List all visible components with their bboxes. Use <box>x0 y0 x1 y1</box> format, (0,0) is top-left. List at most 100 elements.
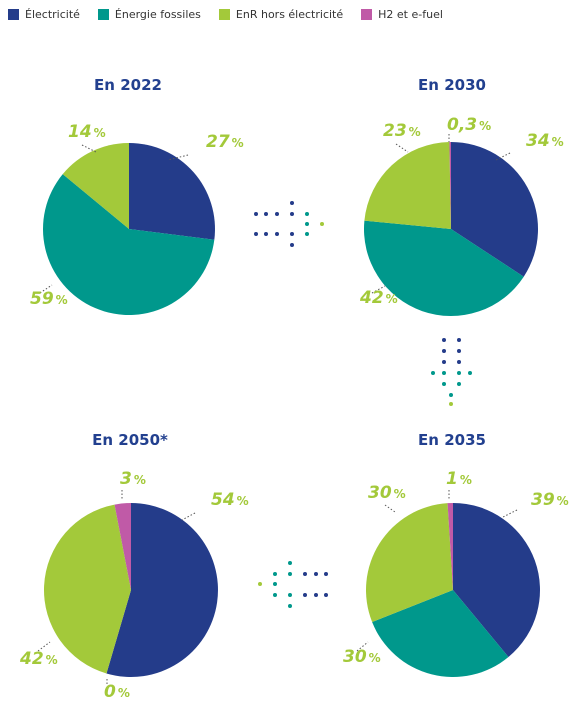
data-label: 39% <box>531 490 569 510</box>
data-label: 14% <box>68 122 106 142</box>
pie-slice-2 <box>42 174 215 316</box>
data-label: 34% <box>526 131 564 151</box>
arrow-dot <box>431 371 435 375</box>
legend-item-h2: H2 et e-fuel <box>361 8 443 21</box>
arrow-dot <box>290 201 294 205</box>
data-label: 42% <box>19 649 58 669</box>
pie-slice-2 <box>363 220 524 317</box>
chart-title-2022: En 2022 <box>94 76 162 94</box>
arrow-dot <box>290 232 294 236</box>
pie-slice-1 <box>106 503 218 678</box>
data-label: 3% <box>120 469 146 489</box>
arrow-dot <box>258 582 262 586</box>
arrow-dot <box>305 232 309 236</box>
legend-label: H2 et e-fuel <box>378 7 443 21</box>
data-label: 23% <box>383 121 421 141</box>
arrow-dot <box>324 593 328 597</box>
arrow-dot <box>449 393 453 397</box>
arrow-down-icon <box>431 338 472 406</box>
arrow-dot <box>303 572 307 576</box>
arrow-dot <box>324 572 328 576</box>
data-label: 59% <box>30 289 68 309</box>
leader-line <box>384 504 396 513</box>
arrow-dot <box>457 349 461 353</box>
pie-slice-3 <box>43 504 132 674</box>
leader-line <box>181 512 196 521</box>
arrow-dot <box>275 232 279 236</box>
arrow-dot <box>314 572 318 576</box>
data-label: 42% <box>359 288 398 308</box>
legend-item-electricite: Électricité <box>8 8 80 21</box>
arrow-dot <box>254 212 258 216</box>
arrow-dot <box>264 232 268 236</box>
arrow-dot <box>442 349 446 353</box>
leader-line <box>39 284 53 294</box>
arrow-dot <box>275 212 279 216</box>
leader-line <box>495 152 511 161</box>
arrow-dot <box>442 382 446 386</box>
arrow-left-icon <box>258 561 328 608</box>
arrow-dot <box>442 338 446 342</box>
pie-slice-1 <box>129 143 215 240</box>
pie-slice-4 <box>449 142 451 229</box>
arrow-right-icon <box>254 201 324 247</box>
pie-slice-3 <box>365 503 453 623</box>
leader-line <box>81 144 97 153</box>
arrow-dot <box>314 593 318 597</box>
data-label: 27% <box>206 132 244 152</box>
arrow-dot <box>449 402 453 406</box>
arrow-dot <box>442 371 446 375</box>
pie-slice-1 <box>451 142 539 277</box>
pie-slice-2 <box>372 590 509 677</box>
legend-label: Énergie fossiles <box>114 7 201 21</box>
leader-line <box>371 285 386 294</box>
arrow-dot <box>468 371 472 375</box>
pie-slice-4 <box>447 503 453 590</box>
data-label: 54% <box>211 490 249 510</box>
arrow-dot <box>288 561 292 565</box>
arrow-dot <box>442 360 446 364</box>
leader-line <box>395 143 409 153</box>
data-label: 1% <box>446 469 472 489</box>
legend-label: EnR hors électricité <box>235 7 344 21</box>
arrow-dot <box>273 593 277 597</box>
arrow-dot <box>303 593 307 597</box>
pie-slice-1 <box>453 503 540 658</box>
arrow-dot <box>457 371 461 375</box>
data-label: 30% <box>368 483 406 503</box>
legend-swatch <box>97 8 109 20</box>
pie-chart-2050: 54 % 0 % 42 % 3% <box>19 469 249 702</box>
arrow-dot <box>290 212 294 216</box>
legend-item-fossiles: Énergie fossiles <box>97 7 201 21</box>
data-label: 30% <box>343 647 381 667</box>
arrow-dot <box>288 604 292 608</box>
pie-slice-4 <box>114 503 131 590</box>
chart-title-2035: En 2035 <box>418 431 486 449</box>
arrow-dot <box>273 582 277 586</box>
pie-slice-3 <box>364 142 451 229</box>
legend-swatch <box>218 8 230 20</box>
legend-swatch <box>361 8 373 20</box>
chart-title-2050: En 2050* <box>92 431 168 449</box>
legend-item-enr: EnR hors électricité <box>218 7 344 21</box>
legend-label: Électricité <box>25 7 80 21</box>
arrow-dot <box>288 572 292 576</box>
arrow-dot <box>264 212 268 216</box>
pie-chart-2030: 34 % 42 % 23% 0,3% <box>359 115 564 317</box>
legend-swatch <box>8 8 19 20</box>
arrow-dot <box>305 222 309 226</box>
pie-chart-2035: 39 % 30 % 30 % 1% <box>343 469 569 677</box>
leader-line <box>502 509 518 518</box>
arrow-dot <box>290 243 294 247</box>
chart-title-2030: En 2030 <box>418 76 486 94</box>
arrow-dot <box>457 338 461 342</box>
data-label: 0% <box>104 682 130 702</box>
pie-chart-2022: 27 % 59 % 14% <box>30 122 244 316</box>
arrow-dot <box>254 232 258 236</box>
arrow-dot <box>305 212 309 216</box>
legend: Électricité Énergie fossiles EnR hors él… <box>8 6 443 22</box>
arrow-dot <box>320 222 324 226</box>
pie-slice-3 <box>62 143 129 229</box>
leader-line <box>37 641 51 652</box>
